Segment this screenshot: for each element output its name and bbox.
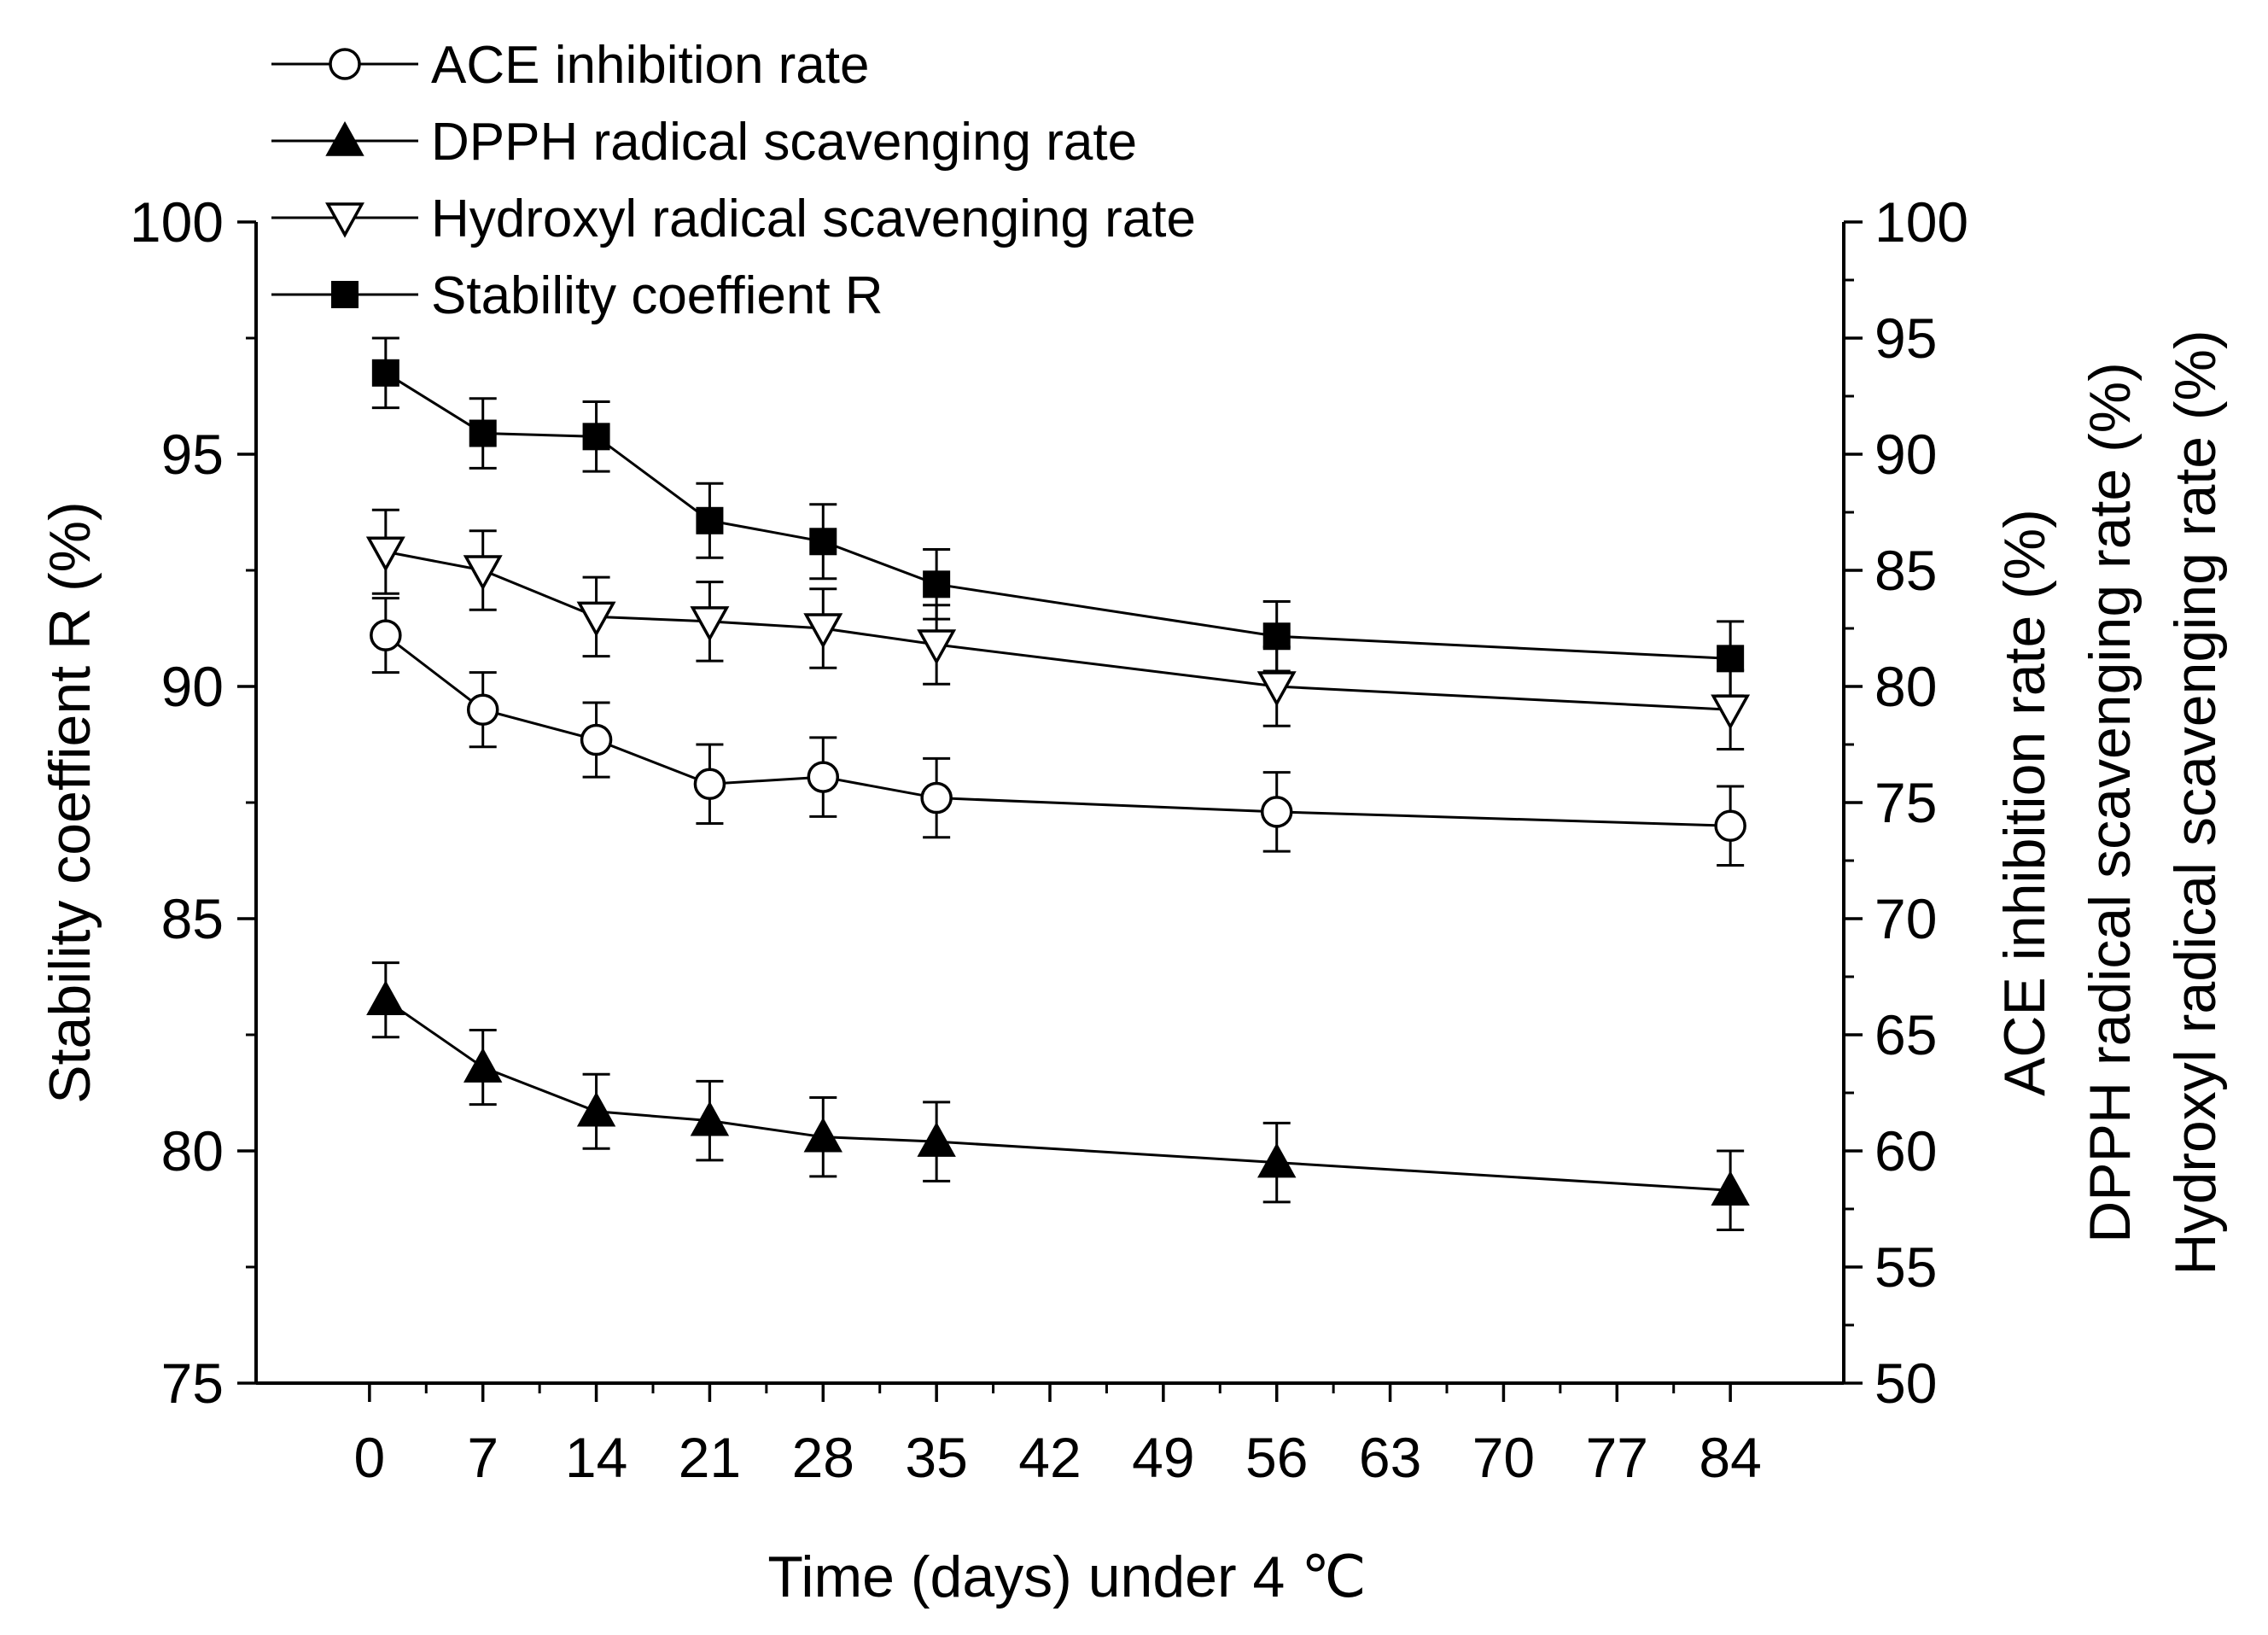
x-tick-label: 63 (1359, 1426, 1421, 1489)
data-point (580, 723, 613, 756)
series-open-triangle-down (365, 508, 1751, 750)
y-left-tick-label: 90 (161, 655, 224, 718)
data-point (693, 768, 726, 800)
x-tick-label: 42 (1018, 1426, 1081, 1489)
data-point (582, 423, 610, 451)
y-right-tick-label: 95 (1874, 307, 1937, 370)
legend-layer: ACE inhibition rate DPPH radical scavengi… (271, 36, 1196, 325)
series-line (384, 998, 1731, 1192)
y-right-tick-label: 90 (1874, 423, 1937, 486)
y-axis-left-title: Stability coeffient R (%) (38, 501, 102, 1103)
data-point (463, 555, 503, 591)
data-point (576, 601, 616, 638)
x-tick-label: 21 (679, 1426, 741, 1489)
series-line (385, 371, 1731, 660)
x-tick-label: 49 (1132, 1426, 1194, 1489)
legend-entry: Hydroxyl radical scavenging rate (271, 190, 1196, 248)
series-open-circle (370, 597, 1746, 867)
data-point (917, 1122, 956, 1157)
data-point (464, 1048, 503, 1083)
y-right-tick-label: 75 (1874, 771, 1937, 834)
y-right-tick-label: 100 (1874, 190, 1968, 254)
data-point (1262, 622, 1291, 651)
data-point (1717, 645, 1745, 673)
x-tick-label: 70 (1472, 1426, 1535, 1489)
legend-label: Hydroxyl radical scavenging rate (431, 190, 1196, 248)
y-right-tick-label: 65 (1874, 1003, 1937, 1066)
x-tick-label: 77 (1586, 1426, 1648, 1489)
y-left-tick-label: 95 (161, 423, 224, 486)
series-layer (365, 336, 1751, 1231)
data-point (690, 1101, 730, 1136)
legend-label: DPPH radical scavenging rate (431, 113, 1137, 172)
data-point (920, 781, 953, 815)
data-point (371, 359, 399, 387)
x-tick-label: 84 (1699, 1426, 1761, 1489)
title-layer: Time (days) under 4 ℃ Stability coeffient… (38, 330, 2228, 1609)
series-filled-square (371, 336, 1745, 698)
legend-label: Stability coeffient R (431, 266, 883, 325)
y-axis-right-title: DPPH radical scavenging rate (%) (2078, 362, 2143, 1243)
x-tick-label: 0 (353, 1426, 385, 1489)
x-tick-label: 28 (792, 1426, 854, 1489)
y-axis-right-title: Hydroxyl radical scavenging rate (%) (2163, 330, 2228, 1275)
axes-layer: 0 7 14 21 28 35 42 49 56 63 70 77 84 75 80 85 90 95 100 50 5… (130, 190, 1968, 1489)
legend-label: ACE inhibition rate (431, 36, 870, 95)
data-point (366, 980, 405, 1015)
data-point (370, 619, 402, 651)
data-point (1711, 1171, 1750, 1206)
y-left-tick-label: 80 (161, 1119, 224, 1182)
data-point (1256, 671, 1297, 707)
data-point (1711, 694, 1751, 730)
x-axis-title: Time (days) under 4 ℃ (767, 1544, 1366, 1609)
data-point (1260, 796, 1293, 828)
data-point (690, 606, 730, 642)
x-tick-label: 7 (467, 1426, 498, 1489)
series-filled-triangle-up (366, 961, 1750, 1231)
y-left-tick-label: 85 (161, 887, 224, 950)
y-right-tick-label: 55 (1874, 1235, 1937, 1299)
data-point (803, 1117, 842, 1153)
data-point (923, 570, 951, 599)
series-line (385, 550, 1731, 711)
y-left-tick-label: 100 (130, 190, 224, 254)
data-point (469, 419, 497, 447)
x-tick-label: 14 (565, 1426, 627, 1489)
legend-entry: Stability coeffient R (271, 266, 883, 325)
data-point (696, 506, 724, 534)
series-line (384, 634, 1731, 827)
data-point (803, 613, 843, 649)
legend-marker (331, 281, 359, 308)
data-point (365, 536, 405, 572)
y-right-tick-label: 85 (1874, 539, 1937, 602)
data-point (1714, 809, 1746, 842)
legend-entry: ACE inhibition rate (271, 36, 870, 95)
y-right-tick-label: 70 (1874, 887, 1937, 950)
y-axis-right-title: ACE inhibition rate (%) (1992, 509, 2057, 1096)
data-point (807, 761, 840, 793)
data-point (809, 528, 837, 556)
legend-marker (325, 120, 364, 156)
data-point (917, 629, 957, 665)
data-point (466, 693, 499, 726)
x-tick-label: 56 (1245, 1426, 1308, 1489)
y-right-tick-label: 50 (1874, 1352, 1937, 1415)
x-tick-label: 35 (905, 1426, 967, 1489)
legend-entry: DPPH radical scavenging rate (271, 113, 1137, 172)
data-point (576, 1091, 616, 1127)
data-point (1257, 1142, 1297, 1178)
legend-marker (329, 48, 361, 80)
y-right-tick-label: 80 (1874, 655, 1937, 718)
y-right-tick-label: 60 (1874, 1119, 1937, 1182)
y-left-tick-label: 75 (161, 1352, 224, 1415)
legend-marker (325, 202, 364, 238)
